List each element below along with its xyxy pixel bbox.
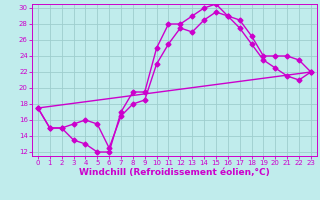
X-axis label: Windchill (Refroidissement éolien,°C): Windchill (Refroidissement éolien,°C) <box>79 168 270 177</box>
